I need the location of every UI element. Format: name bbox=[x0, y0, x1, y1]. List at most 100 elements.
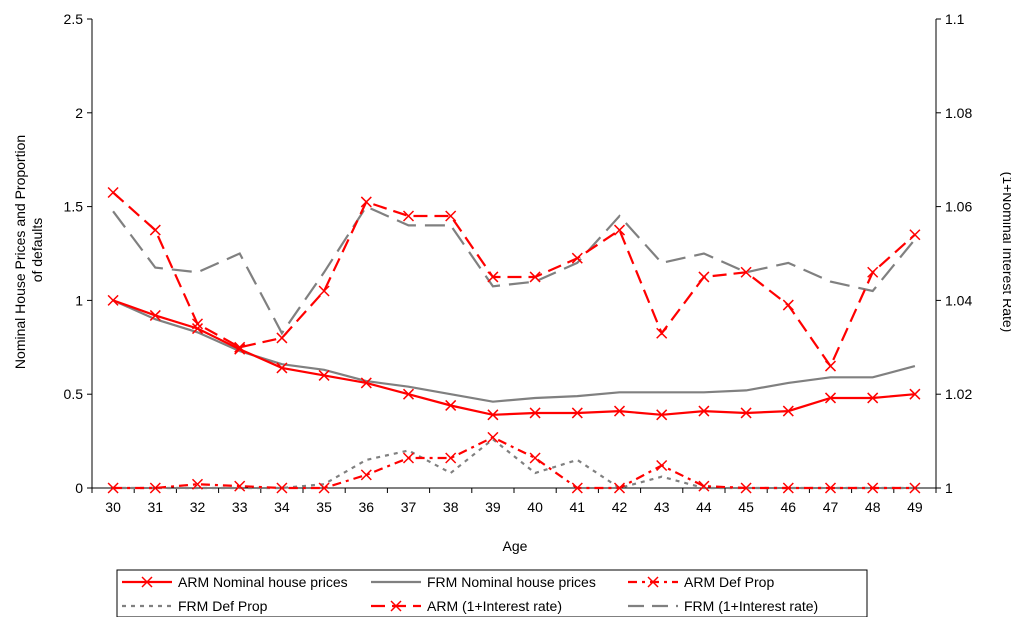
legend-label: FRM Def Prop bbox=[178, 598, 268, 614]
data-point-marker bbox=[867, 266, 879, 278]
data-point-marker bbox=[487, 409, 499, 421]
x-tick-label: 38 bbox=[443, 499, 459, 515]
series-layer bbox=[107, 186, 921, 494]
right-axis-ticks: 1 1.02 1.04 1.06 1.08 1.1 bbox=[936, 11, 972, 496]
series-line bbox=[112, 299, 916, 403]
series-frm-def-prop bbox=[113, 437, 915, 490]
legend: ARM Nominal house prices FRM Nominal hous… bbox=[116, 569, 868, 617]
data-point-marker bbox=[487, 431, 499, 443]
series-frm-nominal-house-prices bbox=[112, 299, 916, 403]
data-point-marker bbox=[402, 452, 415, 464]
data-point-marker bbox=[656, 459, 668, 472]
data-point-marker bbox=[360, 377, 372, 389]
right-axis-label: (1+Nominal Interest Rate) bbox=[1000, 172, 1011, 333]
series-line bbox=[113, 437, 915, 490]
plot-frame bbox=[91, 19, 937, 489]
x-tick-label: 43 bbox=[654, 499, 670, 515]
x-axis-ticks: 30 31 32 33 34 35 36 37 38 39 40 41 42 43 44 45 46 47 48 49 bbox=[91, 488, 937, 515]
x-tick-label: 34 bbox=[274, 499, 290, 515]
data-point-marker bbox=[141, 576, 153, 588]
right-tick-label: 1.1 bbox=[945, 11, 965, 27]
data-point-marker bbox=[698, 405, 710, 417]
data-point-marker bbox=[529, 271, 541, 283]
data-point-marker bbox=[276, 332, 288, 344]
left-tick-label: 2 bbox=[75, 105, 83, 121]
data-point-marker bbox=[909, 482, 921, 494]
data-point-marker bbox=[647, 576, 659, 588]
x-tick-label: 44 bbox=[696, 499, 712, 515]
data-point-marker bbox=[390, 600, 402, 612]
data-point-marker bbox=[824, 482, 837, 494]
legend-item: FRM Nominal house prices bbox=[371, 574, 596, 590]
data-point-marker bbox=[107, 294, 119, 306]
left-tick-label: 0 bbox=[75, 480, 83, 496]
legend-label: ARM (1+Interest rate) bbox=[427, 598, 562, 614]
data-point-marker bbox=[824, 392, 837, 404]
x-tick-label: 42 bbox=[612, 499, 628, 515]
right-tick-label: 1.02 bbox=[945, 386, 972, 402]
right-tick-label: 1.08 bbox=[945, 105, 972, 121]
x-tick-label: 41 bbox=[570, 499, 586, 515]
data-point-marker bbox=[445, 210, 457, 222]
data-point-marker bbox=[782, 299, 794, 311]
data-point-marker bbox=[402, 210, 415, 222]
data-point-marker bbox=[656, 327, 668, 339]
data-point-marker bbox=[909, 229, 921, 241]
x-tick-label: 30 bbox=[105, 499, 121, 515]
data-point-marker bbox=[276, 482, 288, 494]
data-point-marker bbox=[487, 271, 499, 283]
data-point-marker bbox=[149, 482, 161, 494]
data-point-marker bbox=[571, 407, 583, 419]
data-point-marker bbox=[191, 478, 204, 490]
data-point-marker bbox=[318, 285, 330, 297]
data-point-marker bbox=[234, 341, 246, 353]
data-point-marker bbox=[613, 405, 626, 417]
x-tick-label: 36 bbox=[359, 499, 375, 515]
legend-label: ARM Nominal house prices bbox=[178, 574, 348, 590]
series-line bbox=[113, 436, 915, 490]
x-tick-label: 39 bbox=[485, 499, 501, 515]
x-tick-label: 48 bbox=[865, 499, 881, 515]
legend-item: FRM (1+Interest rate) bbox=[628, 598, 818, 614]
legend-label: ARM Def Prop bbox=[684, 574, 774, 590]
data-point-marker bbox=[107, 186, 119, 199]
x-tick-label: 37 bbox=[401, 499, 417, 515]
data-point-marker bbox=[867, 392, 879, 404]
x-axis-label: Age bbox=[503, 538, 528, 554]
data-point-marker bbox=[107, 482, 119, 494]
right-tick-label: 1.04 bbox=[945, 292, 972, 308]
legend-label: FRM (1+Interest rate) bbox=[684, 598, 818, 614]
left-tick-label: 1.5 bbox=[64, 199, 84, 215]
data-point-marker bbox=[149, 224, 161, 236]
x-tick-label: 35 bbox=[316, 499, 332, 515]
data-point-marker bbox=[698, 480, 710, 492]
data-point-marker bbox=[571, 252, 583, 264]
x-tick-label: 47 bbox=[823, 499, 839, 515]
data-point-marker bbox=[909, 388, 921, 400]
series-arm-1-interest-rate bbox=[107, 186, 921, 372]
data-point-marker bbox=[318, 482, 330, 494]
x-tick-label: 49 bbox=[907, 499, 923, 515]
left-tick-label: 1 bbox=[75, 292, 83, 308]
legend-item: ARM Nominal house prices bbox=[122, 574, 348, 590]
data-point-marker bbox=[402, 388, 415, 400]
data-point-marker bbox=[698, 271, 710, 283]
legend-box bbox=[116, 569, 868, 617]
legend-item: ARM (1+Interest rate) bbox=[371, 598, 562, 614]
series-line bbox=[112, 191, 916, 369]
left-tick-label: 2.5 bbox=[64, 11, 84, 27]
right-tick-label: 1 bbox=[945, 480, 953, 496]
data-point-marker bbox=[824, 360, 837, 372]
x-tick-label: 32 bbox=[190, 499, 206, 515]
data-point-marker bbox=[191, 318, 204, 330]
data-point-marker bbox=[782, 405, 794, 417]
data-point-marker bbox=[445, 399, 457, 411]
x-tick-label: 46 bbox=[781, 499, 797, 515]
left-tick-label: 0.5 bbox=[64, 386, 84, 402]
data-point-marker bbox=[191, 323, 204, 335]
x-tick-label: 31 bbox=[148, 499, 164, 515]
data-point-marker bbox=[740, 407, 752, 419]
data-point-marker bbox=[613, 482, 626, 494]
legend-item: FRM Def Prop bbox=[122, 598, 268, 614]
